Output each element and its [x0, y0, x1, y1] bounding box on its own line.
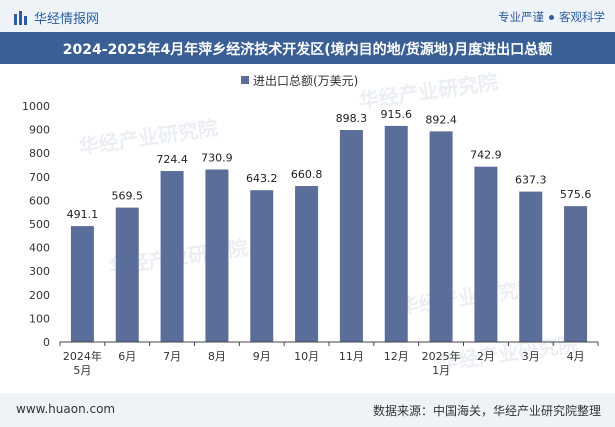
brand-name: 华经情报网	[34, 12, 100, 27]
bars: 491.1 569.5 724.4 730.9 643.2 660.8 898.3 915.6…	[67, 108, 592, 342]
x-tick-label: 3月	[522, 350, 540, 363]
bar	[519, 191, 543, 342]
brand[interactable]: 华经情报网	[14, 8, 99, 27]
legend-label: 进出口总额(万美元)	[253, 74, 358, 88]
data-label: 724.4	[156, 153, 188, 166]
y-tick-label: 700	[29, 171, 50, 184]
watermarks: 华经产业研究院华经产业研究院华经产业研究院华经产业研究院华经产业研究院	[77, 70, 579, 375]
x-tick-label: 2月	[477, 350, 495, 363]
bar	[160, 171, 184, 342]
data-label: 643.2	[246, 172, 278, 185]
brand-logo-icon	[14, 10, 27, 25]
tagline: 专业严谨 客观科学	[498, 9, 605, 25]
watermark-text: 华经产业研究院	[357, 70, 499, 113]
y-tick-label: 1000	[22, 100, 50, 113]
data-label: 730.9	[201, 152, 233, 165]
data-label: 491.1	[67, 208, 99, 221]
x-tick-label: 10月	[294, 350, 319, 363]
data-label: 915.6	[381, 108, 413, 121]
bar	[250, 190, 274, 342]
chart-title: 2024-2025年4月年萍乡经济技术开发区(境内目的地/货源地)月度进出口总额	[62, 42, 553, 58]
bar	[295, 186, 319, 342]
bar	[474, 166, 498, 342]
data-label: 569.5	[112, 190, 144, 203]
y-tick-label: 0	[43, 336, 50, 349]
y-tick-label: 500	[29, 218, 50, 231]
bar-chart: 华经产业研究院华经产业研究院华经产业研究院华经产业研究院华经产业研究院 进出口总…	[22, 70, 599, 377]
y-tick-label: 600	[29, 194, 50, 207]
watermark-text: 华经产业研究院	[397, 276, 539, 319]
y-axis: 0 100 200 300 400 500 600 700 800 900 1000	[22, 100, 50, 349]
site-url[interactable]: www.huaon.com	[16, 402, 116, 416]
tagline-right: 客观科学	[559, 10, 605, 24]
data-source: 数据来源：中国海关，华经产业研究院整理	[372, 404, 601, 418]
x-tick-label: 8月	[208, 350, 226, 363]
footer: www.huaon.com 数据来源：中国海关，华经产业研究院整理	[0, 393, 615, 427]
watermark-text: 华经产业研究院	[77, 116, 219, 159]
y-tick-label: 400	[29, 242, 50, 255]
x-tick-label: 2025年 1月	[422, 349, 461, 377]
bar	[384, 125, 408, 342]
x-tick-label: 2024年 5月	[63, 349, 102, 377]
x-axis: 2024年 5月 6月 7月 8月 9月 10月 11月 12月 2025年 1月 2月 3月 4月	[59, 341, 599, 377]
legend-swatch	[241, 76, 249, 84]
data-label: 660.8	[291, 168, 323, 181]
x-tick-label: 11月	[339, 350, 364, 363]
y-tick-label: 300	[29, 265, 50, 278]
x-tick-label: 7月	[163, 350, 181, 363]
x-tick-label: 6月	[118, 350, 136, 363]
x-tick-label: 9月	[253, 350, 271, 363]
bar	[115, 207, 139, 342]
bar	[564, 206, 588, 342]
bar	[205, 169, 229, 342]
data-label: 892.4	[425, 113, 457, 126]
legend: 进出口总额(万美元)	[241, 74, 358, 88]
title-bar: 2024-2025年4月年萍乡经济技术开发区(境内目的地/货源地)月度进出口总额	[0, 32, 615, 64]
y-tick-label: 200	[29, 289, 50, 302]
data-label: 898.3	[336, 112, 368, 125]
y-tick-label: 900	[29, 124, 50, 137]
separator-dot-icon	[549, 14, 554, 20]
data-label: 575.6	[560, 188, 592, 201]
bar	[70, 226, 94, 342]
bar	[339, 130, 363, 342]
x-tick-label: 4月	[567, 350, 585, 363]
x-tick-label: 12月	[384, 350, 409, 363]
bar	[429, 131, 453, 342]
y-tick-label: 100	[29, 312, 50, 325]
data-label: 637.3	[515, 174, 547, 187]
data-label: 742.9	[470, 149, 502, 162]
y-tick-label: 800	[29, 147, 50, 160]
top-bar: 华经情报网 专业严谨 客观科学	[0, 0, 615, 32]
tagline-left: 专业严谨	[498, 10, 544, 24]
